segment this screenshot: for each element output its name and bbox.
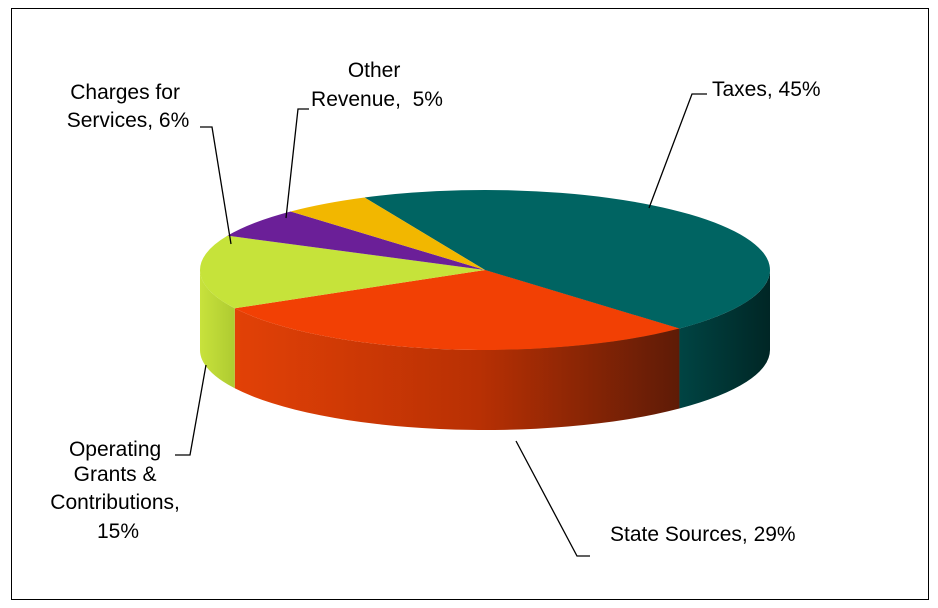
pie-slice-other <box>290 197 485 270</box>
leader-line-other <box>285 108 309 219</box>
data-label-state: State Sources, 29% <box>610 523 796 546</box>
data-labels: Taxes, 45% State Sources, 29% Operating … <box>50 59 820 546</box>
pie-side-taxes <box>679 270 770 409</box>
pie-slice-charges <box>227 211 485 270</box>
pie-slice-state <box>234 270 680 350</box>
pie-side-grants <box>200 270 235 389</box>
leader-line-taxes <box>648 93 707 209</box>
data-label-grants: Operating Grants & Contributions, 15% <box>50 438 185 543</box>
pie-side-state <box>234 308 680 430</box>
leader-line-state <box>515 440 590 557</box>
leader-line-grants <box>175 364 207 456</box>
leader-lines <box>175 93 707 557</box>
pie-slice-grants <box>200 235 485 309</box>
data-label-other: Other Revenue, 5% <box>311 59 443 111</box>
pie-tops <box>200 190 771 350</box>
pie-slice-taxes <box>364 190 771 329</box>
leader-line-charges <box>200 126 232 245</box>
data-label-charges: Charges for Services, 6% <box>67 81 190 132</box>
data-label-taxes: Taxes, 45% <box>712 78 821 101</box>
